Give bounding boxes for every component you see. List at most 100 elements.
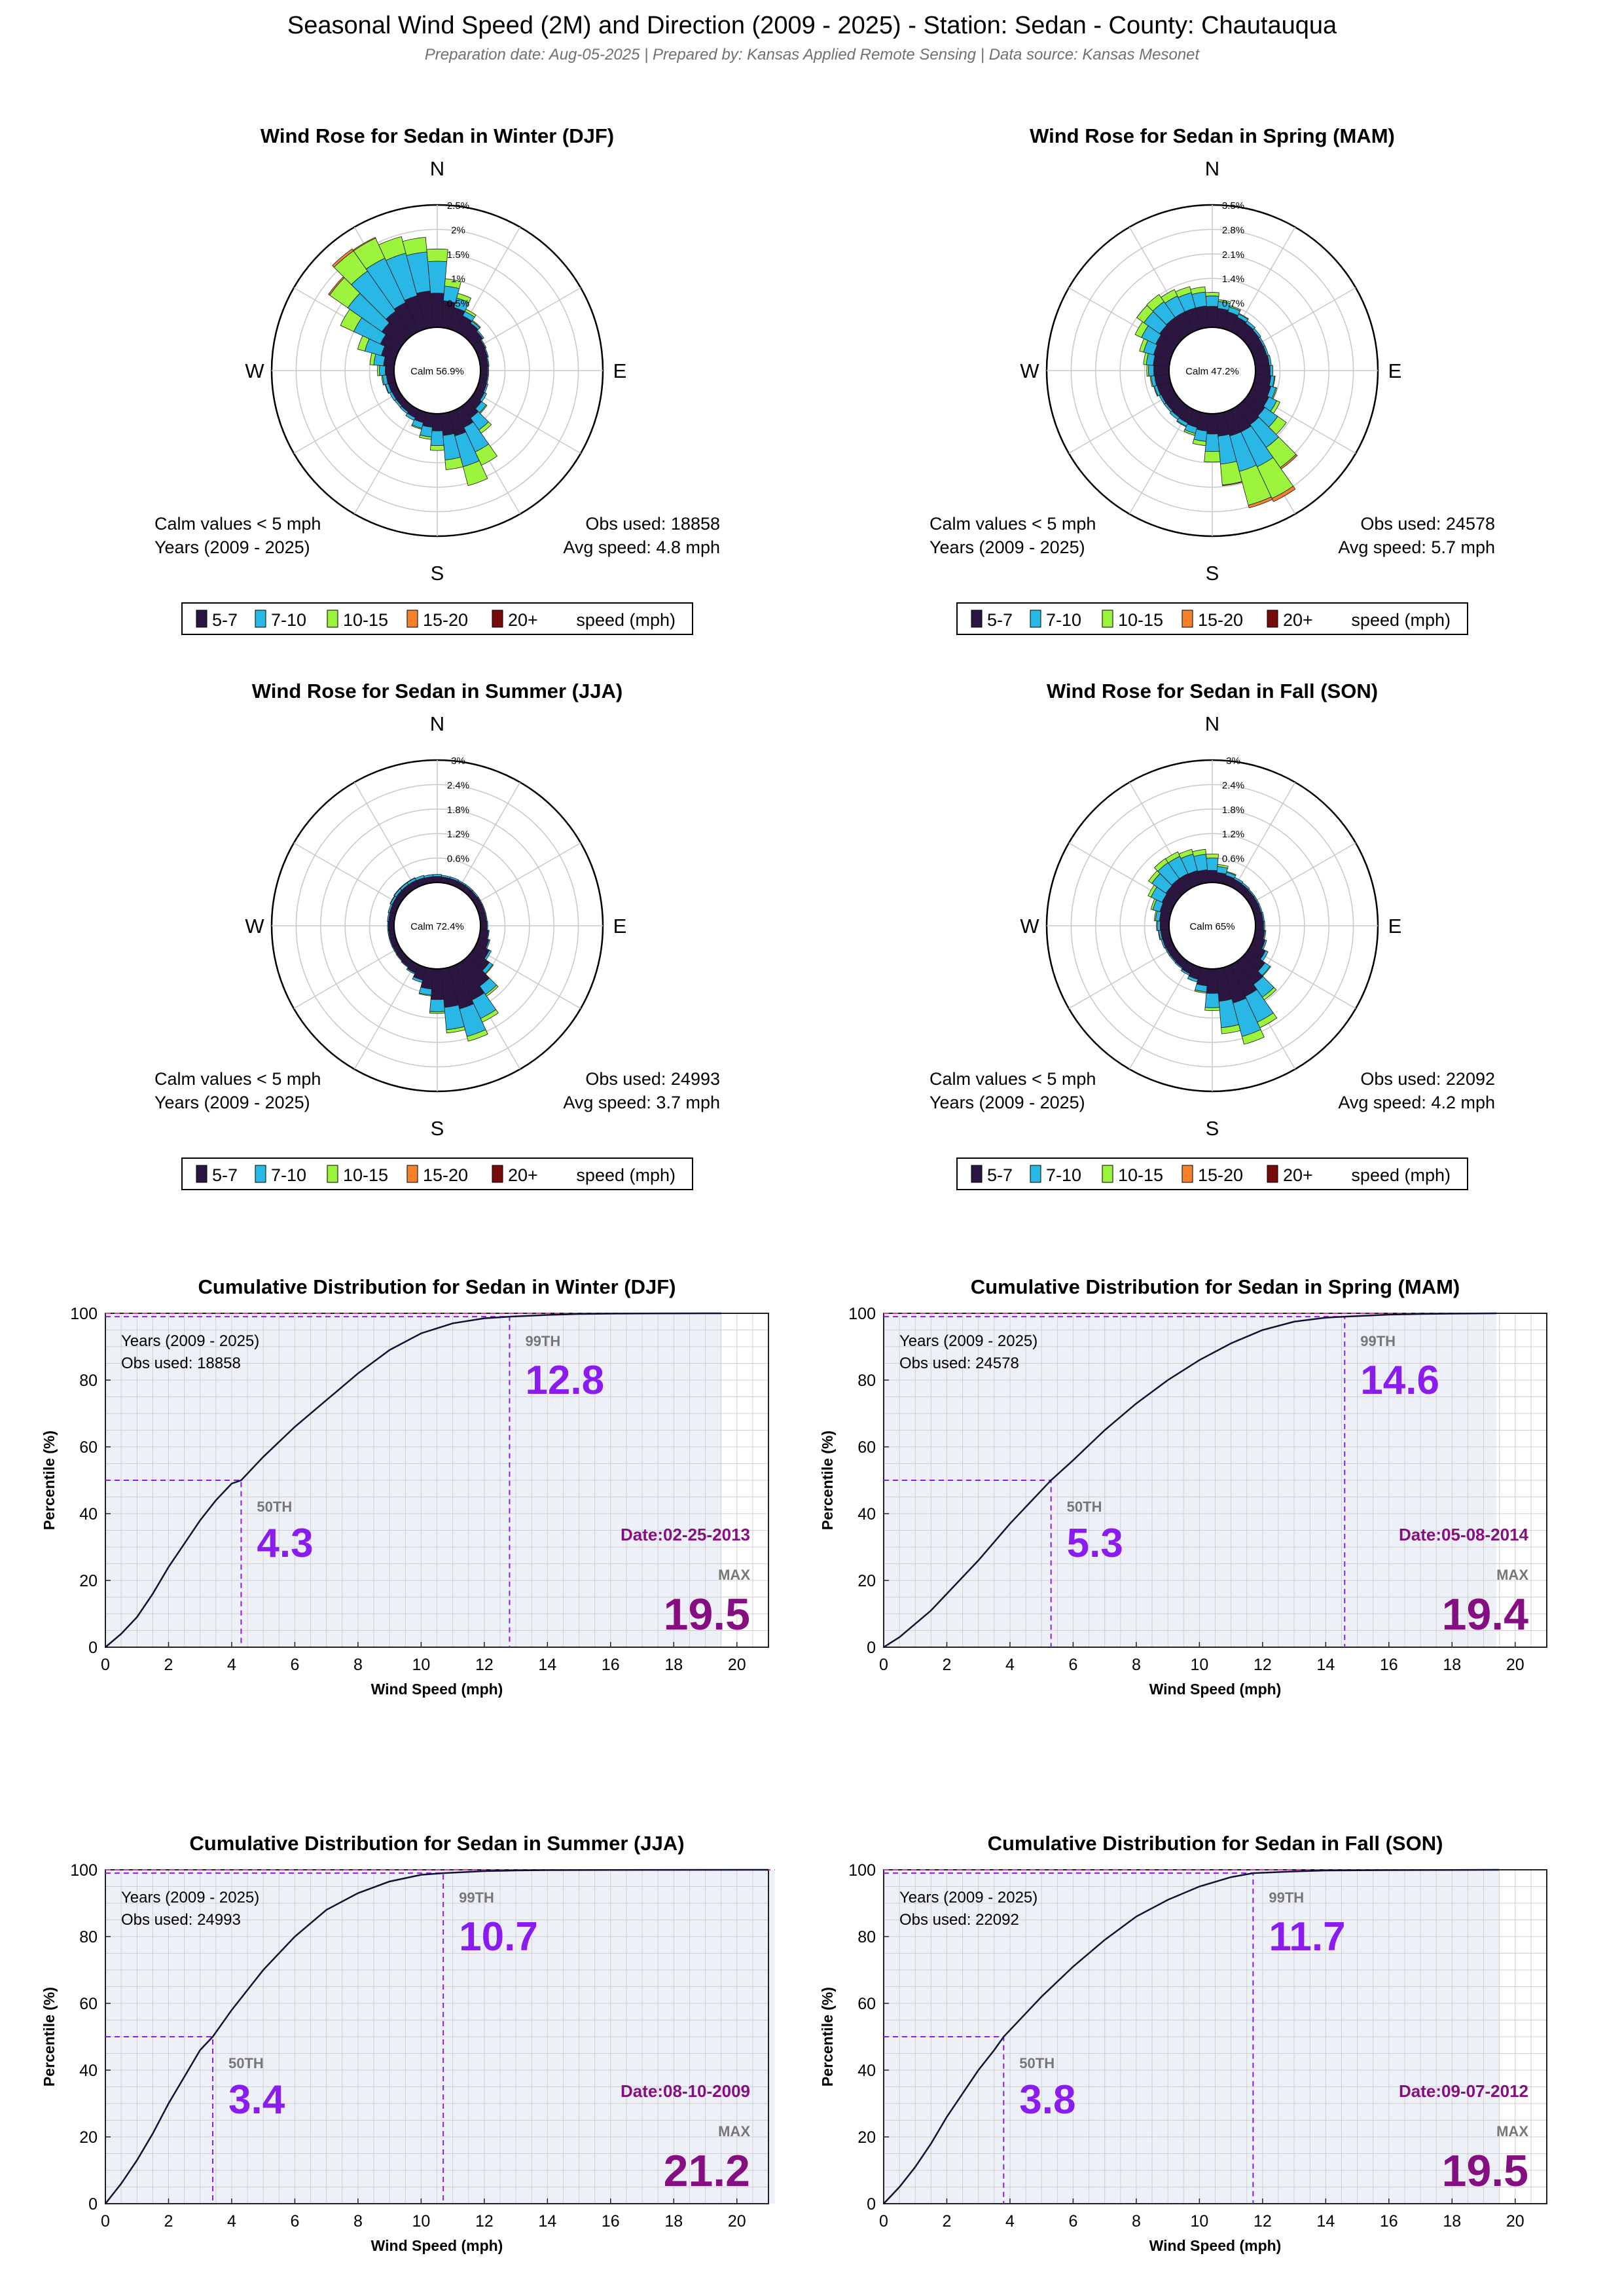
y-axis-label: Percentile (%): [819, 1987, 836, 2086]
x-tick-label: 20: [728, 1656, 746, 1674]
avg-speed: Avg speed: 3.7 mph: [563, 1093, 720, 1112]
legend-box: [956, 1157, 1468, 1190]
rose-wedge: [1233, 877, 1244, 884]
rose-wedge: [388, 921, 395, 930]
x-tick-label: 0: [879, 1656, 888, 1674]
calm-circle: [393, 882, 481, 970]
ring-label: 1.8%: [1222, 805, 1244, 816]
rose-wedge: [432, 874, 442, 877]
x-tick-label: 8: [353, 1656, 363, 1674]
cdf-curve: [105, 1312, 721, 1648]
legend-swatch: [971, 610, 983, 628]
y-tick-label: 0: [88, 2195, 98, 2214]
p50-value: 5.3: [1067, 1521, 1123, 1566]
y-tick-label: 100: [848, 1305, 876, 1323]
calm-label: Calm 56.9%: [410, 366, 464, 377]
cdf-chart: Cumulative Distribution for Sedan in Spr…: [819, 1275, 1547, 1698]
p99-value: 10.7: [459, 1914, 538, 1959]
rose-wedge: [1229, 305, 1241, 312]
legend-swatch: [327, 1165, 338, 1183]
x-tick-label: 10: [1190, 2212, 1208, 2231]
rose-wedge: [387, 920, 389, 931]
rose-wedge: [424, 874, 433, 879]
rose-title: Wind Rose for Sedan in Summer (JJA): [252, 680, 623, 702]
obs-used: Obs used: 24993: [121, 1911, 241, 1929]
y-tick-label: 100: [70, 1305, 98, 1323]
rose-wedge: [444, 456, 463, 470]
cdf-curve: [883, 1312, 1496, 1649]
years-note: Years (2009 - 2025): [929, 1093, 1085, 1112]
direction-s: S: [431, 562, 444, 585]
y-tick-label: 40: [857, 2062, 876, 2080]
rose-wedge: [449, 876, 460, 882]
rose-wedge: [1241, 882, 1250, 890]
legend-label: 7-10: [1046, 1165, 1081, 1185]
legend-label: 10-15: [1118, 610, 1163, 630]
legend-label: 5-7: [212, 610, 238, 630]
max-date: Date:09-07-2012: [1399, 2081, 1528, 2101]
rose-wedge: [1255, 920, 1264, 931]
x-axis-label: Wind Speed (mph): [1149, 2237, 1282, 2254]
x-tick-label: 0: [101, 1656, 110, 1674]
rose-wedge: [1204, 433, 1220, 452]
rose-wedge: [1245, 320, 1256, 331]
legend-swatch: [406, 1165, 418, 1183]
obs-used: Obs used: 22092: [1360, 1069, 1495, 1089]
x-tick-label: 20: [1506, 2212, 1525, 2231]
legend-box: [181, 602, 693, 635]
rose-wedge: [1204, 993, 1220, 1008]
rose-title: Wind Rose for Sedan in Fall (SON): [1047, 680, 1378, 702]
calm-label: Calm 72.4%: [410, 921, 464, 932]
avg-speed: Avg speed: 4.8 mph: [563, 538, 720, 557]
ring-label: 2.1%: [1222, 249, 1244, 261]
rose-wedge: [430, 430, 444, 446]
max-value: 21.2: [664, 2146, 750, 2196]
direction-n: N: [430, 157, 444, 180]
rose-spoke: [1068, 947, 1176, 1010]
rose-wedge: [456, 293, 472, 303]
rose-wedge: [429, 445, 445, 451]
x-axis-label: Wind Speed (mph): [371, 1681, 503, 1698]
legend-label: 20+: [1283, 1165, 1313, 1185]
rose-wedge: [1180, 968, 1191, 976]
direction-e: E: [1388, 359, 1402, 382]
y-tick-label: 20: [79, 2128, 98, 2147]
obs-used: Obs used: 24993: [585, 1069, 720, 1089]
max-label: MAX: [1496, 2123, 1528, 2140]
rose-wedge: [399, 406, 409, 414]
rose-wedge: [1204, 450, 1221, 463]
x-tick-label: 14: [538, 2212, 556, 2231]
rose-spoke: [1233, 782, 1296, 889]
rose-wedge: [1157, 920, 1161, 931]
p50-label: 50TH: [257, 1499, 292, 1515]
x-tick-label: 14: [1316, 2212, 1335, 2231]
rose-wedge: [1252, 328, 1261, 338]
x-tick-label: 6: [290, 2212, 299, 2231]
ring-label: 1.8%: [447, 805, 469, 816]
p99-label: 99TH: [459, 1889, 494, 1906]
ring-label: 3%: [1226, 756, 1240, 767]
legend-swatch: [1182, 610, 1193, 628]
legend-label: 20+: [508, 1165, 538, 1185]
rose-wedge: [1255, 365, 1271, 376]
rose-wedge: [471, 319, 481, 329]
rose-wedge: [1263, 920, 1265, 931]
rose-wedge: [352, 236, 376, 251]
rose-wedge: [487, 365, 490, 376]
rose-wedge: [1169, 410, 1180, 420]
legend-label: 20+: [1283, 610, 1313, 630]
calm-circle: [1168, 882, 1256, 970]
x-tick-label: 10: [1190, 1656, 1208, 1674]
rose-spoke: [1249, 287, 1356, 350]
rose-wedge: [405, 412, 416, 421]
p99-value: 14.6: [1360, 1358, 1439, 1403]
x-tick-label: 16: [1380, 1656, 1398, 1674]
direction-e: E: [1388, 915, 1402, 938]
rose-wedge: [395, 953, 403, 962]
x-tick-label: 4: [1005, 2212, 1015, 2231]
obs-used: Obs used: 18858: [121, 1355, 241, 1372]
rose-wedge: [402, 236, 427, 256]
legend-label: 15-20: [423, 610, 468, 630]
rose-wedge: [1159, 920, 1170, 931]
rose-wedge: [377, 365, 380, 376]
